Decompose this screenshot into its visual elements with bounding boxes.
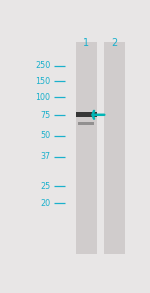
Text: 2: 2 bbox=[111, 38, 117, 48]
Text: 50: 50 bbox=[40, 131, 50, 140]
Bar bbox=[76, 112, 97, 117]
Text: 75: 75 bbox=[40, 111, 50, 120]
Bar bbox=[104, 42, 124, 254]
Text: 1: 1 bbox=[83, 38, 89, 48]
Text: 150: 150 bbox=[35, 77, 50, 86]
Bar bbox=[78, 122, 94, 125]
Text: 100: 100 bbox=[35, 93, 50, 102]
Text: 25: 25 bbox=[40, 182, 50, 191]
Text: 250: 250 bbox=[35, 61, 50, 70]
Text: 20: 20 bbox=[40, 199, 50, 208]
Bar bbox=[76, 42, 97, 254]
Text: 37: 37 bbox=[40, 152, 50, 161]
